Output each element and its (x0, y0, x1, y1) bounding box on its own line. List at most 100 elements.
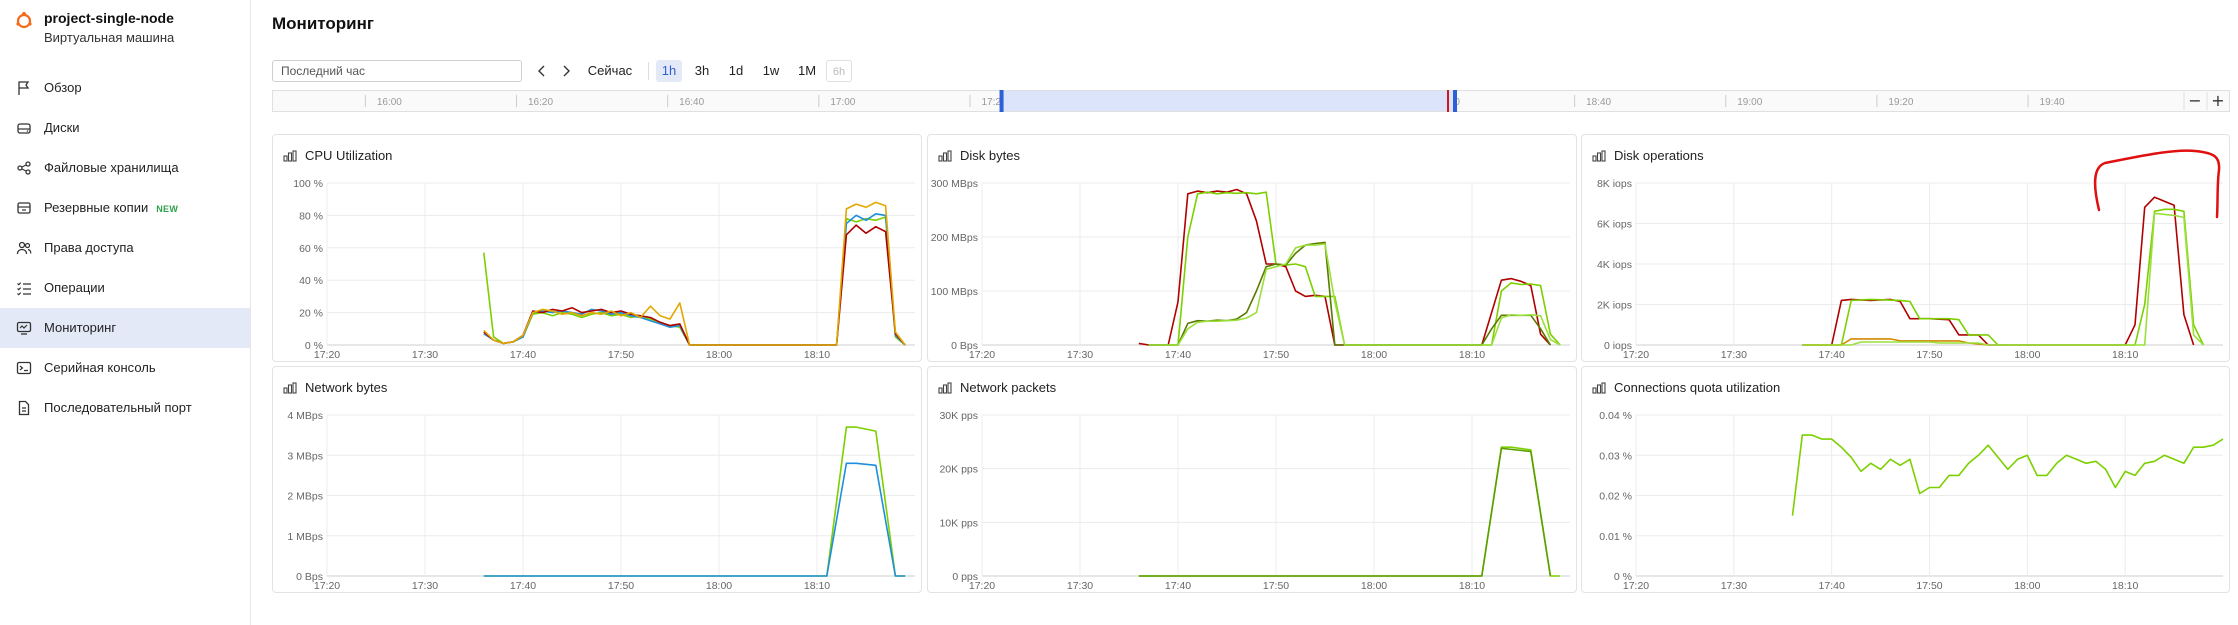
range-3h-button[interactable]: 3h (694, 63, 710, 78)
range-6h-button: 6h (826, 60, 852, 82)
flag-icon (18, 81, 30, 95)
chart-panel-disk-operations[interactable]: Disk operations 0 iops 2K iops 4K iops 6K io… (1581, 134, 2230, 362)
range-1h-button[interactable]: 1h (656, 60, 682, 82)
users-icon (16, 241, 32, 255)
x-tick-label: 17:50 (608, 580, 634, 592)
chart-panel-cpu-utilization[interactable]: CPU Utilization 0 % 20 % 40 % 60 % 80 % 100 % 1… (272, 134, 922, 362)
timeline-handle-right[interactable] (1453, 90, 1458, 112)
x-tick-label: 18:00 (706, 349, 732, 361)
chart-title: Disk operations (1614, 148, 1704, 163)
series-line-0[interactable] (483, 426, 906, 577)
series-line-1[interactable] (1138, 447, 1552, 577)
y-tick-label: 8K iops (1597, 178, 1632, 190)
chart-title: Network packets (960, 380, 1057, 395)
zoom-in-button[interactable]: + (2211, 91, 2224, 110)
sidebar-item-serial-console[interactable]: Серийная консоль (0, 348, 250, 388)
chart-bar-icon (1592, 150, 1606, 162)
chevron-left-icon[interactable] (534, 64, 550, 78)
sidebar-nav: Обзор Диски Файловые хранилища Резервные… (0, 68, 250, 428)
sidebar-item-overview[interactable]: Обзор (0, 68, 250, 108)
range-1m-button[interactable]: 1M (797, 63, 817, 78)
chart-plot[interactable]: 0 pps 10K pps 20K pps 30K pps 17:20 17:30 17:4… (928, 367, 1578, 594)
y-tick-label: 0 % (305, 340, 323, 352)
chart-bar-icon (283, 150, 297, 162)
series-line-3[interactable] (483, 201, 906, 346)
y-tick-label: 0 % (1614, 571, 1632, 583)
chart-plot[interactable]: 0 % 0.01 % 0.02 % 0.03 % 0.04 % 17:20 17:30 17:… (1582, 367, 2231, 594)
chart-plot[interactable]: 0 iops 2K iops 4K iops 6K iops 8K iops 17:20 1… (1582, 135, 2231, 363)
sidebar-item-label: Резервные копии NEW (44, 200, 178, 215)
series-line-1[interactable] (1802, 208, 2205, 346)
timeline-selection[interactable] (1001, 91, 1456, 111)
zoom-out-button[interactable]: − (2188, 91, 2201, 110)
terminal-icon (16, 361, 32, 375)
chart-plot[interactable]: 0 Bps 100 MBps 200 MBps 300 MBps 17:20 17:30 1… (928, 135, 1578, 363)
series-line-3[interactable] (1802, 212, 2204, 346)
series-line-1[interactable] (1148, 191, 1561, 346)
x-tick-label: 17:40 (510, 349, 536, 361)
x-tick-label: 17:50 (1263, 349, 1289, 361)
y-tick-label: 20K pps (939, 464, 978, 476)
x-tick-label: 17:50 (1263, 580, 1289, 592)
series-line-2[interactable] (1148, 241, 1552, 346)
sidebar-item-label: Серийная консоль (44, 360, 156, 375)
series-line-0[interactable] (1791, 434, 2224, 516)
range-1w-button[interactable]: 1w (762, 63, 780, 78)
y-tick-label: 10K pps (939, 517, 978, 529)
sidebar-item-monitoring[interactable]: Мониторинг (0, 308, 250, 348)
series-line-1[interactable] (483, 462, 906, 577)
sidebar: project-single-node Виртуальная машина О… (0, 0, 251, 625)
sidebar-item-label-text: Резервные копии (44, 200, 149, 215)
range-1d-button[interactable]: 1d (728, 63, 744, 78)
new-badge: NEW (156, 204, 179, 214)
y-tick-label: 4 MBps (287, 410, 323, 422)
timeline-tick-label: 16:20 (528, 97, 553, 108)
sidebar-item-serial-port[interactable]: Последовательный порт (0, 388, 250, 428)
y-tick-label: 0.01 % (1599, 531, 1632, 543)
y-tick-label: 0 Bps (296, 571, 323, 583)
x-tick-label: 17:50 (608, 349, 634, 361)
series-line-2[interactable] (483, 224, 906, 346)
x-tick-label: 17:40 (1165, 349, 1191, 361)
chart-plot[interactable]: 0 Bps 1 MBps 2 MBps 3 MBps 4 MBps 17:20 17:30 1… (273, 367, 923, 594)
y-tick-label: 4K iops (1597, 259, 1632, 271)
now-button[interactable]: Сейчас (587, 63, 633, 78)
sidebar-item-label: Диски (44, 120, 80, 135)
timeline[interactable]: 16:0016:2016:4017:0017:2017:4018:0018:20… (272, 90, 2230, 113)
x-tick-label: 18:00 (2014, 349, 2040, 361)
series-line-0[interactable] (1138, 446, 1561, 577)
timeline-handle-left[interactable] (999, 90, 1004, 112)
y-tick-label: 60 % (299, 243, 323, 255)
sidebar-item-label: Мониторинг (44, 320, 117, 335)
x-tick-label: 17:20 (969, 349, 995, 361)
y-tick-label: 200 MBps (931, 232, 978, 244)
chart-plot[interactable]: 0 % 20 % 40 % 60 % 80 % 100 % 17:20 17:30 17:40 1… (273, 135, 923, 363)
x-tick-label: 17:40 (510, 580, 536, 592)
sidebar-item-file-storage[interactable]: Файловые хранилища (0, 148, 250, 188)
y-tick-label: 0 iops (1604, 340, 1632, 352)
chevron-right-icon[interactable] (558, 64, 574, 78)
x-tick-label: 17:30 (1721, 580, 1747, 592)
file-icon (18, 400, 30, 416)
chart-panel-disk-bytes[interactable]: Disk bytes 0 Bps 100 MBps 200 MBps 300 MBps 1… (927, 134, 1577, 362)
chart-title: Network bytes (305, 380, 388, 395)
x-tick-label: 17:30 (1067, 580, 1093, 592)
timeline-tick-label: 17:00 (830, 97, 855, 108)
sidebar-item-backups[interactable]: Резервные копии NEW (0, 188, 250, 228)
toolbar-divider (648, 62, 649, 80)
sidebar-item-access[interactable]: Права доступа (0, 228, 250, 268)
chart-panel-connections-quota[interactable]: Connections quota utilization 0 % 0.01 % 0.… (1581, 366, 2230, 593)
x-tick-label: 17:40 (1819, 580, 1845, 592)
sidebar-item-operations[interactable]: Операции (0, 268, 250, 308)
chart-title: Disk bytes (960, 148, 1020, 163)
chart-panel-network-packets[interactable]: Network packets 0 pps 10K pps 20K pps 30K pp… (927, 366, 1577, 593)
x-tick-label: 17:20 (969, 580, 995, 592)
time-range-input[interactable] (272, 60, 522, 82)
timeline-track[interactable]: 16:0016:2016:4017:0017:2017:4018:0018:20… (272, 90, 2230, 113)
chart-panel-network-bytes[interactable]: Network bytes 0 Bps 1 MBps 2 MBps 3 MBps 4 MB… (272, 366, 922, 593)
y-tick-label: 80 % (299, 210, 323, 222)
chart-bar-icon (938, 382, 952, 394)
sidebar-item-disks[interactable]: Диски (0, 108, 250, 148)
x-tick-label: 17:20 (314, 580, 340, 592)
series-line-3[interactable] (1148, 243, 1561, 346)
